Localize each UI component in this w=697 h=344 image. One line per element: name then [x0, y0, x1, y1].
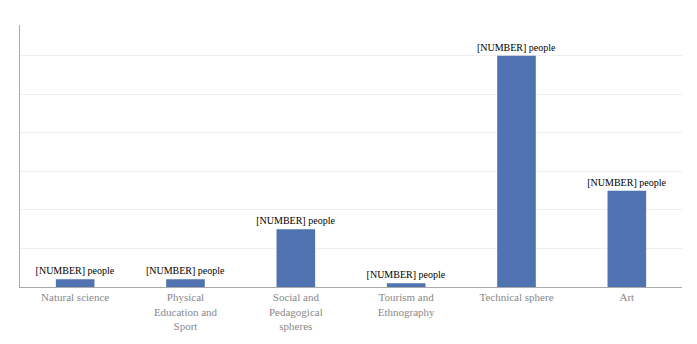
- svg-text:Tourism andEthnography: Tourism andEthnography: [378, 291, 435, 317]
- svg-text:[NUMBER] people: [NUMBER] people: [367, 269, 446, 280]
- svg-text:[NUMBER] people: [NUMBER] people: [36, 265, 115, 276]
- svg-text:[NUMBER] people: [NUMBER] people: [587, 177, 666, 188]
- svg-text:Natural science: Natural science: [41, 291, 109, 303]
- svg-text:[NUMBER] people: [NUMBER] people: [256, 215, 335, 226]
- svg-text:PhysicalEducation andSport: PhysicalEducation andSport: [154, 291, 218, 332]
- svg-text:Art: Art: [619, 291, 634, 303]
- svg-text:Social andPedagogicalspheres: Social andPedagogicalspheres: [269, 291, 323, 332]
- svg-text:Technical sphere: Technical sphere: [479, 291, 553, 303]
- svg-text:[NUMBER] people: [NUMBER] people: [477, 42, 556, 53]
- svg-text:[NUMBER] people: [NUMBER] people: [146, 265, 225, 276]
